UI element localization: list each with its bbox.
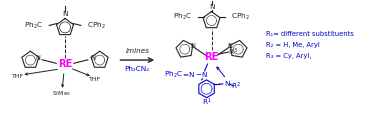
Text: $\!=$N: $\!=$N <box>217 79 232 88</box>
Text: N: N <box>190 43 195 49</box>
Text: Ph$_2$C: Ph$_2$C <box>173 11 192 22</box>
Text: R$^1$: R$^1$ <box>202 97 211 108</box>
Text: $\!=\!$N: $\!=\!$N <box>182 70 195 79</box>
Text: N: N <box>209 4 214 10</box>
Text: THF: THF <box>88 77 101 82</box>
Text: R$^3$: R$^3$ <box>228 46 238 58</box>
Text: CPh$_2$: CPh$_2$ <box>87 20 105 30</box>
Text: N: N <box>90 55 95 61</box>
Text: R₂ = H, Me, Aryl: R₂ = H, Me, Aryl <box>266 42 320 48</box>
Text: R₁= different substituents: R₁= different substituents <box>266 31 354 37</box>
Text: N: N <box>35 55 40 61</box>
Text: Ph₂CN₂: Ph₂CN₂ <box>125 66 150 72</box>
Text: Ph$_2$C: Ph$_2$C <box>164 70 183 80</box>
Text: THF: THF <box>12 74 25 79</box>
Text: SiMe$_3$: SiMe$_3$ <box>53 89 72 98</box>
Text: $-$N: $-$N <box>195 70 208 79</box>
Text: CPh$_2$: CPh$_2$ <box>231 11 250 22</box>
Text: N: N <box>62 11 68 16</box>
Text: Ph$_2$C: Ph$_2$C <box>24 20 43 30</box>
Text: imines: imines <box>125 48 149 54</box>
Text: RE: RE <box>58 59 72 69</box>
Text: R₃ = Cy, Aryl,: R₃ = Cy, Aryl, <box>266 53 311 59</box>
Text: R$^2$: R$^2$ <box>231 81 241 92</box>
Text: N: N <box>228 43 233 49</box>
Text: RE: RE <box>204 52 219 62</box>
